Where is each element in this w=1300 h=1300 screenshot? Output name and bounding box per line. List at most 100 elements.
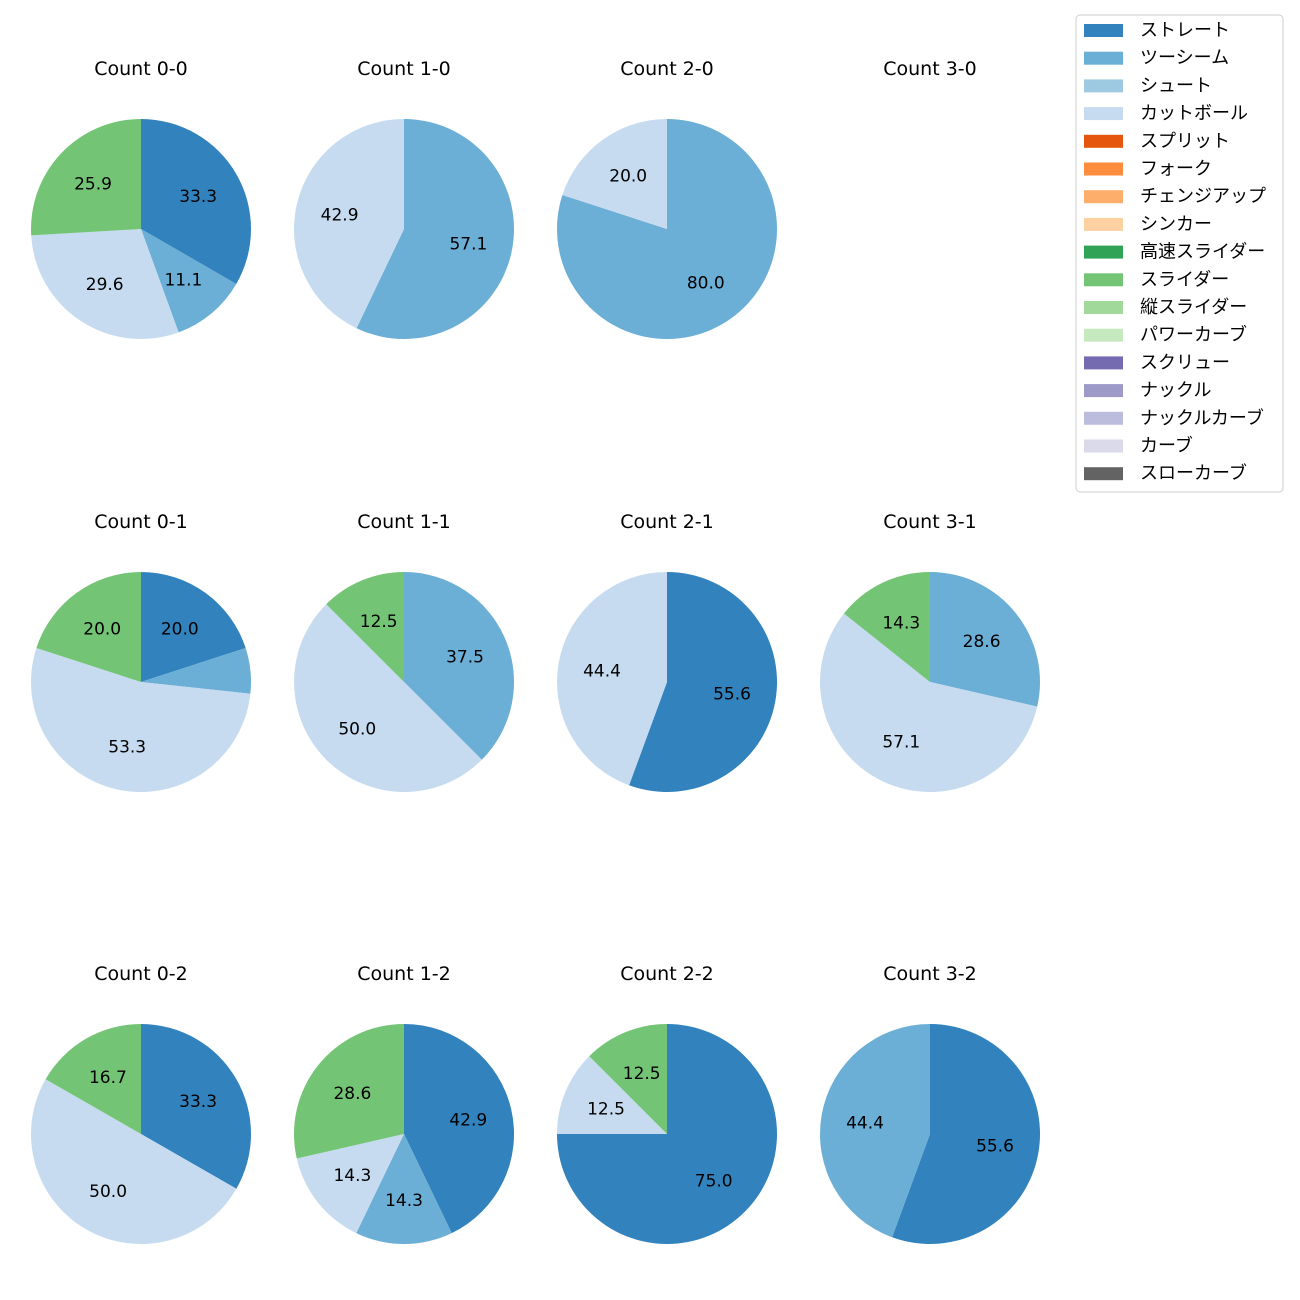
pie-slice — [45, 1024, 141, 1134]
pie-slice — [141, 229, 237, 333]
pie-slice — [404, 572, 514, 760]
pie-slice — [296, 1134, 404, 1234]
pie-panel: Count 1-2 42.9 14.3 14.3 28.6 — [294, 963, 514, 1244]
legend-label: シンカー — [1140, 214, 1212, 235]
pie-title: Count 2-1 — [620, 511, 714, 533]
slice-label: 20.0 — [161, 620, 199, 640]
legend-label: ナックルカーブ — [1140, 407, 1264, 429]
legend-swatch — [1084, 328, 1123, 342]
pie-title: Count 1-1 — [357, 511, 451, 533]
slice-label: 12.5 — [623, 1064, 661, 1084]
pie-slice — [820, 613, 1038, 792]
pie-panel: Count 3-2 55.6 44.4 — [819, 963, 1041, 1244]
slice-label: 14.3 — [333, 1166, 371, 1186]
slice-label: 11.1 — [164, 271, 202, 291]
pie-slice — [356, 1134, 452, 1244]
slice-label: 57.1 — [882, 733, 920, 753]
pie-title: Count 2-0 — [620, 58, 714, 80]
legend-label: スプリット — [1140, 131, 1230, 152]
pie-slice — [930, 572, 1040, 707]
slice-label: 55.6 — [976, 1137, 1014, 1157]
pie-slice — [141, 572, 246, 682]
legend-label: カーブ — [1140, 435, 1193, 457]
pie-slice — [30, 1079, 237, 1244]
pie-slice — [356, 119, 514, 339]
pie-panel: Count 0-0 33.3 11.1 29.6 25.9 — [31, 58, 251, 339]
legend-label: スクリュー — [1140, 352, 1230, 373]
legend-swatch — [1084, 51, 1123, 65]
legend-swatch — [1084, 356, 1123, 370]
slice-label: 20.0 — [83, 620, 121, 640]
pie-panel: Count 1-0 57.1 42.9 — [294, 58, 514, 339]
pie-title: Count 3-0 — [883, 58, 977, 80]
legend-label: ツーシーム — [1140, 48, 1229, 69]
slice-label: 14.3 — [882, 614, 920, 634]
slice-label: 37.5 — [446, 648, 484, 668]
legend-items: ストレートツーシームシュートカットボールスプリットフォークチェンジアップシンカー… — [1084, 20, 1266, 484]
pie-slice — [843, 572, 930, 682]
pie-title: Count 1-2 — [357, 963, 451, 985]
pie-title: Count 2-2 — [620, 963, 714, 985]
pie-slice — [892, 1024, 1041, 1244]
pie-panel: Count 2-0 80.0 20.0 — [556, 58, 777, 339]
pie-slice — [141, 119, 251, 284]
legend-label: フォーク — [1140, 159, 1212, 180]
pie-slice — [562, 119, 667, 229]
legend-swatch — [1084, 24, 1123, 37]
pie-slice — [31, 229, 179, 339]
pie-title: Count 1-0 — [357, 58, 451, 80]
pie-title: Count 0-1 — [94, 511, 188, 533]
legend-swatch — [1084, 245, 1123, 259]
slice-label: 44.4 — [583, 661, 621, 681]
pie-slice — [819, 1024, 930, 1238]
pie-slice — [141, 648, 251, 694]
legend-swatch — [1084, 217, 1123, 231]
pie-panel: Count 0-2 33.3 50.0 16.7 — [30, 963, 251, 1244]
legend-swatch — [1084, 162, 1123, 176]
legend-swatch — [1084, 107, 1123, 121]
slice-label: 57.1 — [449, 235, 487, 255]
pie-panel: Count 2-1 55.6 44.4 — [556, 511, 777, 792]
legend-label: パワーカーブ — [1140, 324, 1247, 346]
slice-label: 14.3 — [385, 1191, 423, 1211]
slice-label: 20.0 — [609, 167, 647, 187]
slice-label: 25.9 — [74, 175, 112, 195]
pie-panels: Count 0-0 33.3 11.1 29.6 25.9 Count 1-0 57.1 42… — [30, 58, 1041, 1244]
legend-label: 縦スライダー — [1140, 297, 1247, 318]
pie-panel: Count 3-1 28.6 57.1 14.3 — [820, 511, 1040, 792]
slice-label: 55.6 — [713, 685, 751, 705]
slice-label: 80.0 — [687, 273, 725, 293]
pie-panel: Count 0-1 20.0 53.3 20.0 — [30, 511, 251, 792]
slice-label: 50.0 — [338, 720, 376, 740]
pie-slice — [556, 572, 667, 786]
pie-panel: Count 2-2 75.0 12.5 12.5 — [557, 963, 777, 1244]
slice-label: 29.6 — [86, 275, 124, 295]
legend-swatch — [1084, 79, 1123, 93]
legend-swatch — [1084, 301, 1123, 314]
pie-slice — [36, 572, 141, 682]
pie-title: Count 3-1 — [883, 511, 977, 533]
pie-slice — [294, 604, 482, 792]
legend-label: カットボール — [1140, 103, 1248, 124]
legend-swatch — [1084, 190, 1123, 204]
pie-slice — [326, 572, 404, 682]
pie-slice — [31, 119, 141, 236]
legend-swatch — [1084, 411, 1123, 425]
pie-panel: Count 1-1 37.5 50.0 12.5 — [294, 511, 514, 792]
pie-title: Count 3-2 — [883, 963, 977, 985]
legend-label: シュート — [1140, 75, 1212, 96]
legend-label: ナックル — [1140, 380, 1211, 401]
legend: ストレートツーシームシュートカットボールスプリットフォークチェンジアップシンカー… — [1075, 14, 1284, 493]
legend-label: 高速スライダー — [1140, 242, 1265, 263]
pie-slice — [589, 1024, 667, 1134]
legend-swatch — [1084, 134, 1123, 148]
pie-slice — [629, 572, 777, 792]
slice-label: 12.5 — [587, 1100, 625, 1120]
pie-slice — [30, 648, 251, 792]
slice-label: 28.6 — [963, 632, 1001, 652]
pie-title: Count 0-2 — [94, 963, 188, 985]
pie-slice — [557, 1056, 667, 1134]
legend-frame — [1075, 14, 1284, 493]
slice-label: 42.9 — [321, 205, 359, 225]
